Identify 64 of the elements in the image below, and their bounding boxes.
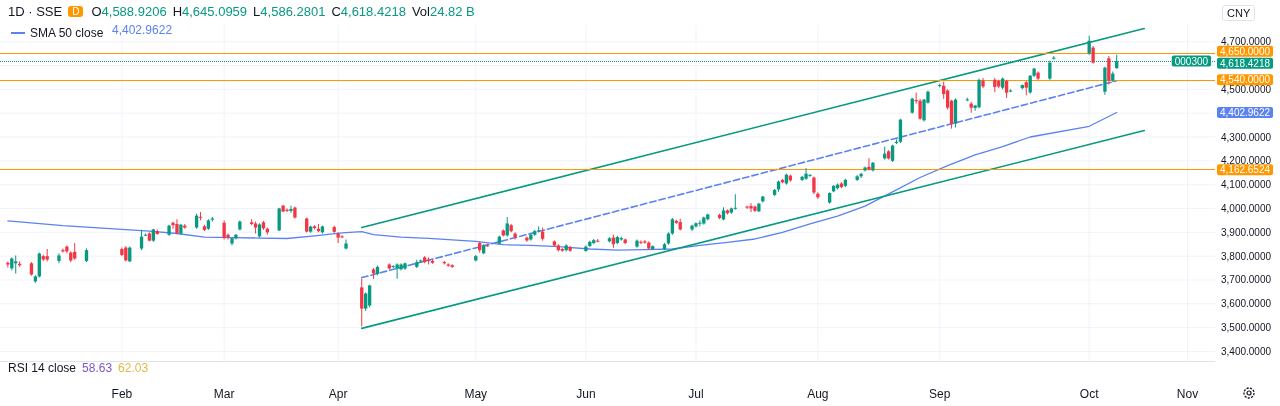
x-tick-label: Jun: [576, 387, 596, 401]
text: Vol24.82 B: [411, 4, 475, 19]
text: C4,618.4218: [331, 4, 406, 19]
text: O4,588.9206: [91, 4, 167, 19]
chart-title: 1D · SSE: [8, 4, 63, 19]
y-tick-label: 3,800.0000: [1221, 250, 1272, 262]
candlestick: [698, 219, 702, 227]
text: 4,402.9622: [1220, 106, 1271, 118]
annotation: RSI 14 close: [8, 361, 77, 375]
x-tick-label: Sep: [929, 387, 951, 401]
candlestick: [804, 167, 808, 181]
x-tick-label: Nov: [1176, 387, 1199, 401]
candlestick: [643, 239, 647, 245]
x-tick-label: Jul: [688, 387, 704, 401]
ref-line-label: 4,650.0000: [1220, 45, 1271, 57]
y-tick-label: 3,600.0000: [1221, 298, 1272, 310]
y-tick-label: 4,300.0000: [1221, 131, 1272, 143]
candlestick: [285, 207, 289, 213]
ref-line-label: 4,162.6524: [1220, 164, 1271, 176]
x-tick-label: Mar: [213, 387, 235, 401]
candlestick: [639, 239, 643, 245]
x-tick-label: Apr: [328, 387, 348, 401]
ref-line-label: 4,618.4218: [1220, 57, 1271, 69]
candlestick: [859, 172, 863, 179]
candlestick: [694, 221, 698, 229]
candlestick: [222, 219, 226, 240]
candlestick: [1087, 35, 1091, 56]
y-tick-label: 4,700.0000: [1221, 36, 1272, 48]
candlestick: [1004, 79, 1009, 99]
candlestick: [981, 77, 985, 89]
y-tick-label: 3,900.0000: [1221, 226, 1272, 238]
candlestick: [749, 202, 753, 213]
annotation: 000300: [1174, 55, 1209, 67]
candlestick: [733, 193, 737, 211]
candlestick: [513, 231, 517, 240]
ref-line-label: 4,540.0000: [1220, 74, 1271, 86]
candlestick: [395, 262, 399, 280]
candlestick: [360, 278, 364, 327]
y-tick-label: 4,500.0000: [1221, 83, 1272, 95]
annotation: 62.03: [118, 361, 149, 375]
text: H4,645.0959: [172, 4, 248, 19]
text: L4,586.2801: [253, 4, 326, 19]
x-tick-label: Oct: [1079, 387, 1100, 401]
x-tick-label: Aug: [807, 387, 829, 401]
x-tick-label: Feb: [111, 387, 133, 401]
candlestick: [419, 258, 423, 264]
text: CNY: [1222, 5, 1256, 21]
annotation: 4,402.9622: [112, 23, 173, 37]
candlestick: [584, 244, 588, 253]
y-tick-label: 4,100.0000: [1221, 179, 1272, 191]
candlestick: [344, 238, 348, 250]
y-tick-label: 3,400.0000: [1221, 345, 1272, 357]
candlestick: [289, 205, 293, 214]
y-tick-label: 3,500.0000: [1221, 322, 1272, 334]
y-tick-label: 3,700.0000: [1221, 274, 1272, 286]
y-tick-label: 4,000.0000: [1221, 202, 1272, 214]
text: D: [68, 6, 84, 17]
annotation: 58.63: [82, 361, 113, 375]
legend-label: SMA 50 close: [30, 26, 104, 40]
x-tick-label: May: [464, 387, 488, 401]
candlestick: [867, 157, 871, 171]
candlestick: [690, 224, 694, 232]
candlestick: [1107, 55, 1111, 86]
y-tick-label: 4,200.0000: [1221, 155, 1272, 167]
